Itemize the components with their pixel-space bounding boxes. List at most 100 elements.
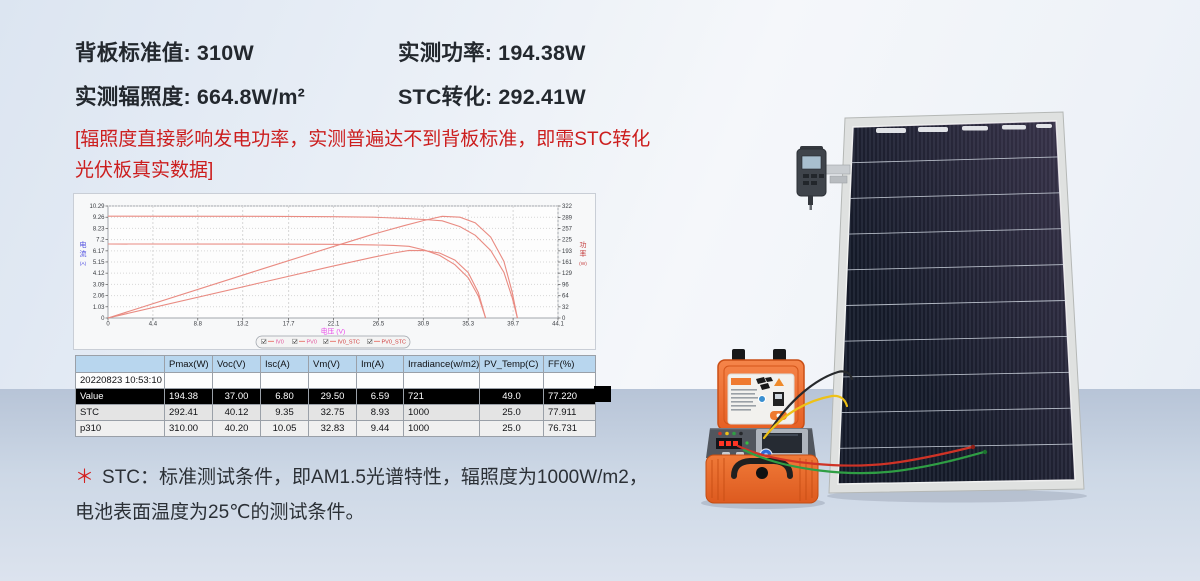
panel-row-lines <box>839 156 1074 449</box>
panel-reflections <box>876 124 1052 133</box>
sensor-screen <box>801 155 822 170</box>
x-tick-label: 17.7 <box>283 322 295 328</box>
y-left-tick-label: 5.15 <box>93 260 105 266</box>
y-right-tick-label: 257 <box>562 227 573 233</box>
cell: 9.44 <box>356 420 404 437</box>
cell: 1000 <box>403 420 480 437</box>
irradiance-sensor <box>796 146 851 210</box>
table-row-STC[interactable]: STC 292.41 40.12 9.35 32.75 8.93 1000 25.0 77.91… <box>75 404 596 421</box>
x-tick-label: 0 <box>106 322 110 328</box>
cell: 40.20 <box>212 420 261 437</box>
y-right-tick-label: 0 <box>562 316 566 322</box>
stat-value: 664.8W/m² <box>196 85 306 109</box>
cell: 32.75 <box>308 404 357 421</box>
x-axis-label: 电压 (V) <box>321 327 346 336</box>
cable-jacks <box>718 431 743 436</box>
cell <box>543 372 596 389</box>
y-left-tick-label: 7.2 <box>96 238 105 244</box>
legend-label-PV0_STC: PV0_STC <box>382 340 406 346</box>
sensor-buttons <box>803 174 824 185</box>
check-icon <box>262 339 266 344</box>
row-label: Value <box>75 388 165 405</box>
red-clip <box>970 444 976 450</box>
cell: 8.93 <box>356 404 404 421</box>
table-row-20220823[interactable]: 20220823 10:53:10 <box>75 372 596 389</box>
sensor-bracket2 <box>829 175 848 184</box>
sticker-header <box>731 378 751 385</box>
series-PV0 <box>107 249 487 319</box>
x-tick-label: 39.7 <box>507 322 519 328</box>
cell: 194.38 <box>164 388 213 405</box>
y-right-tick-label: 161 <box>562 260 573 266</box>
cable-red <box>736 444 974 467</box>
cell: 32.83 <box>308 420 357 437</box>
cell: 40.12 <box>212 404 261 421</box>
column-header: Voc(V) <box>212 355 261 373</box>
stat-value: 310W <box>196 41 254 65</box>
cell: 6.59 <box>356 388 404 405</box>
y-right-tick-label: 225 <box>562 238 573 244</box>
series-PV0_STC <box>107 215 518 319</box>
cell: 37.00 <box>212 388 261 405</box>
cell <box>164 372 213 389</box>
product-photo <box>701 111 1087 509</box>
cell: 10.05 <box>260 420 309 437</box>
status-led <box>745 441 749 445</box>
column-header: FF(%) <box>543 355 596 373</box>
stat-measured-irradiance: 实测辐照度: 664.8W/m² <box>75 80 398 111</box>
series-IV0_STC <box>107 215 518 319</box>
table-row-Value[interactable]: Value 194.38 37.00 6.80 29.50 6.59 721 49.0 77.2… <box>75 388 596 405</box>
legend-checkbox-PV0[interactable] <box>292 338 298 344</box>
lid-sticker <box>727 373 795 425</box>
handle-knob <box>756 467 768 479</box>
legend-label-IV0: IV0 <box>276 340 284 346</box>
column-header: PV_Temp(C) <box>479 355 544 373</box>
sensor-probe <box>808 196 813 205</box>
column-header <box>75 355 165 373</box>
cell: 721 <box>403 388 480 405</box>
green-clip <box>982 449 988 455</box>
check-icon <box>324 339 328 344</box>
cell: 1000 <box>403 404 480 421</box>
legend-checkbox-IV0_STC[interactable] <box>323 338 329 344</box>
y-right-tick-label: 129 <box>562 271 573 277</box>
stat-measured-power: 实测功率: 194.38W <box>398 36 586 67</box>
chart-canvas: 0 4.4 8.8 13.2 17.7 22.1 26.5 30.9 35.3 39.7 44.10… <box>73 193 596 350</box>
footnote-line1: ＊ STC：标准测试条件，即AM1.5光谱特性，辐照度为1000W/m2， <box>75 460 648 495</box>
sensor-probe-tip <box>809 205 812 210</box>
stc-footnote: ＊ STC：标准测试条件，即AM1.5光谱特性，辐照度为1000W/m2， 电池表… <box>75 460 648 530</box>
warning-triangle-icon <box>774 378 784 386</box>
cell: 9.35 <box>260 404 309 421</box>
sensor-bracket <box>823 164 851 175</box>
selected-row-overflow <box>594 386 611 402</box>
led-digits <box>719 441 738 446</box>
cell: 292.41 <box>164 404 213 421</box>
cable-yellow <box>762 394 849 440</box>
y-right-tick-label: 32 <box>562 305 569 311</box>
y-right-tick-label: 193 <box>562 249 573 255</box>
red-annotation: [辐照度直接影响发电功率，实测普遍达不到背板标准，即需STC转化 光伏板真实数据… <box>75 124 650 186</box>
x-tick-label: 44.1 <box>552 322 564 328</box>
panel-shadow <box>827 489 1087 503</box>
stat-value: 194.38W <box>498 41 586 65</box>
y-left-tick-label: 10.29 <box>89 204 105 210</box>
x-tick-label: 35.3 <box>462 322 474 328</box>
cell: 76.731 <box>543 420 596 437</box>
y-left-tick-label: 9.26 <box>93 215 105 221</box>
x-tick-label: 26.5 <box>373 322 385 328</box>
legend-checkbox-PV0_STC[interactable] <box>367 338 373 344</box>
table-row-p310[interactable]: p310 310.00 40.20 10.05 32.83 9.44 1000 25.0 76.… <box>75 420 596 437</box>
row-label: 20220823 10:53:10 <box>75 372 165 389</box>
y-left-tick-label: 0 <box>101 316 105 322</box>
stat-label: 实测辐照度: <box>75 85 191 109</box>
x-tick-label: 22.1 <box>328 322 340 328</box>
measurement-table: Pmax(W) Voc(V) Isc(A) Vm(V) Im(A) Irradiance(… <box>75 355 596 437</box>
legend-checkbox-IV0[interactable] <box>261 338 267 344</box>
logo-icon <box>758 395 766 403</box>
column-header: Irradiance(w/m2) <box>403 355 480 373</box>
device-image-screen <box>775 394 782 399</box>
cell: 25.0 <box>479 420 544 437</box>
stat-backplate-rating: 背板标准值: 310W <box>75 36 398 67</box>
y-left-tick-label: 4.12 <box>93 271 105 277</box>
